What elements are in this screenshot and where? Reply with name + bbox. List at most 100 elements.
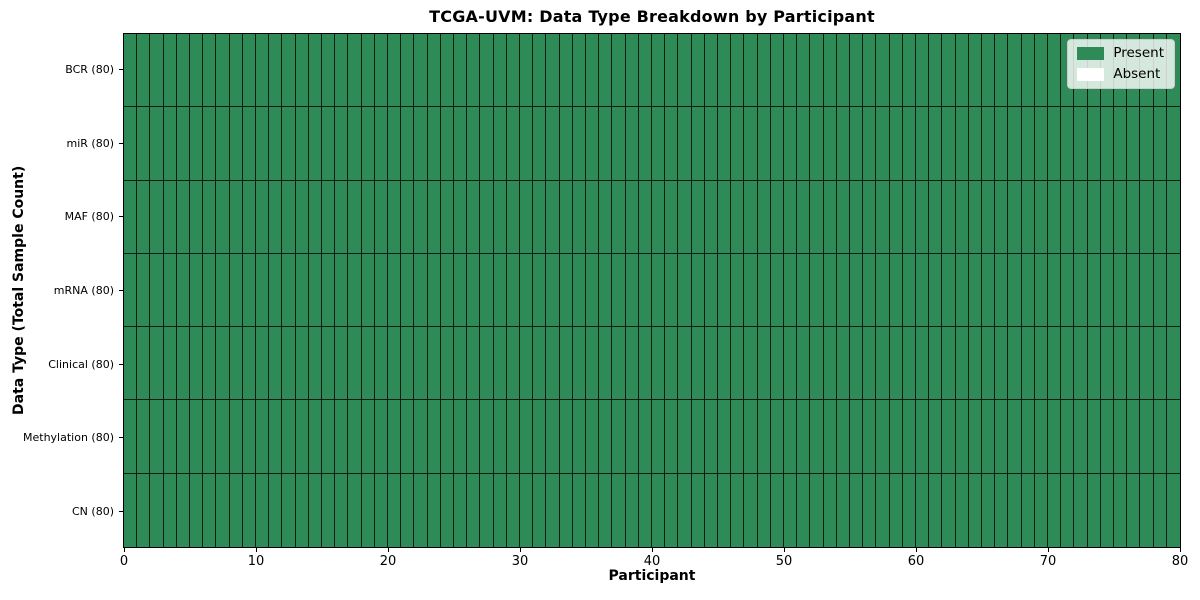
heatmap-cell — [651, 473, 666, 547]
heatmap-cell — [651, 180, 666, 254]
heatmap-cell — [810, 34, 824, 108]
heatmap-cell — [493, 180, 507, 254]
heatmap-cell — [176, 180, 190, 254]
heatmap-cell — [955, 34, 969, 108]
heatmap-cell — [295, 327, 309, 401]
heatmap-cell — [387, 473, 402, 547]
x-tick-mark — [915, 548, 917, 552]
heatmap-cell — [1034, 253, 1048, 328]
heatmap-cell — [216, 34, 230, 108]
heatmap-cell — [137, 180, 151, 254]
heatmap-cell — [942, 400, 956, 474]
heatmap-cell — [335, 34, 349, 108]
heatmap-cell — [678, 180, 692, 254]
heatmap-cell — [902, 473, 916, 547]
heatmap-cell — [440, 34, 454, 108]
heatmap-cell — [717, 327, 732, 401]
heatmap-cell — [176, 34, 190, 108]
heatmap-cell — [678, 34, 692, 108]
y-tick-marks — [119, 33, 123, 548]
heatmap-cell — [744, 107, 758, 181]
x-tick-mark — [783, 548, 785, 552]
heatmap-cell — [572, 327, 586, 401]
heatmap-cell — [242, 253, 256, 328]
heatmap-cell — [242, 473, 256, 547]
heatmap-cell — [269, 253, 283, 328]
heatmap-cell — [203, 473, 217, 547]
heatmap-cell — [863, 473, 877, 547]
heatmap-cell — [955, 180, 969, 254]
heatmap-cell — [889, 327, 903, 401]
heatmap-cell — [612, 400, 626, 474]
heatmap-cell — [387, 34, 402, 108]
heatmap-cell — [361, 473, 375, 547]
heatmap-cell — [480, 253, 494, 328]
heatmap-cell — [863, 327, 877, 401]
x-tick-mark — [651, 548, 653, 552]
heatmap-cell — [348, 180, 362, 254]
heatmap-cell — [691, 473, 705, 547]
heatmap-cell — [374, 327, 388, 401]
heatmap-cell — [546, 327, 560, 401]
heatmap-cell — [823, 327, 837, 401]
heatmap-cell — [691, 253, 705, 328]
heatmap-cell — [783, 473, 798, 547]
heatmap-cell — [1166, 327, 1180, 401]
heatmap-cell — [770, 253, 784, 328]
heatmap-cell — [480, 34, 494, 108]
heatmap-cell — [163, 107, 177, 181]
heatmap-cell — [863, 180, 877, 254]
heatmap-cell — [823, 107, 837, 181]
heatmap-cell — [1034, 400, 1048, 474]
heatmap-cell — [189, 327, 204, 401]
heatmap-cell — [942, 107, 956, 181]
heatmap-cell — [348, 400, 362, 474]
heatmap-cell — [387, 400, 402, 474]
heatmap-cell — [124, 253, 138, 328]
heatmap-cell — [1153, 180, 1167, 254]
heatmap-cell — [797, 34, 811, 108]
heatmap-cell — [427, 107, 441, 181]
heatmap-cell — [519, 180, 534, 254]
heatmap-cell — [1153, 107, 1167, 181]
heatmap-cell — [572, 473, 586, 547]
x-tick-label: 20 — [379, 554, 397, 569]
heatmap-cell — [321, 400, 336, 474]
heatmap-cell — [1087, 400, 1101, 474]
heatmap-cell — [836, 327, 850, 401]
heatmap-cell — [1113, 473, 1128, 547]
heatmap-cell — [836, 473, 850, 547]
heatmap-cell — [585, 180, 600, 254]
y-tick-mark — [119, 510, 123, 512]
heatmap-cell — [1008, 34, 1022, 108]
heatmap-cell — [810, 327, 824, 401]
heatmap-cell — [321, 253, 336, 328]
heatmap-cell — [269, 473, 283, 547]
heatmap-cell — [612, 473, 626, 547]
heatmap-cell — [229, 253, 243, 328]
heatmap-cell — [691, 180, 705, 254]
heatmap-cell — [810, 253, 824, 328]
heatmap-cell — [599, 34, 613, 108]
heatmap-cell — [361, 180, 375, 254]
legend-label-present: Present — [1113, 45, 1164, 61]
x-tick-mark — [1047, 548, 1049, 552]
heatmap-cell — [770, 473, 784, 547]
heatmap-cell — [981, 327, 996, 401]
x-tick-mark — [519, 548, 521, 552]
heatmap-cell — [1074, 327, 1088, 401]
heatmap-cell — [282, 253, 296, 328]
heatmap-cell — [427, 473, 441, 547]
heatmap-cell — [255, 107, 270, 181]
heatmap-cell — [506, 327, 520, 401]
heatmap-cell — [902, 253, 916, 328]
heatmap-cell — [321, 34, 336, 108]
heatmap-cell — [269, 34, 283, 108]
heatmap-cell — [902, 180, 916, 254]
heatmap-cell — [176, 107, 190, 181]
heatmap-cell — [783, 253, 798, 328]
heatmap-cell — [308, 34, 322, 108]
heatmap-cell — [678, 327, 692, 401]
heatmap-cell — [968, 180, 982, 254]
heatmap-cell — [599, 253, 613, 328]
